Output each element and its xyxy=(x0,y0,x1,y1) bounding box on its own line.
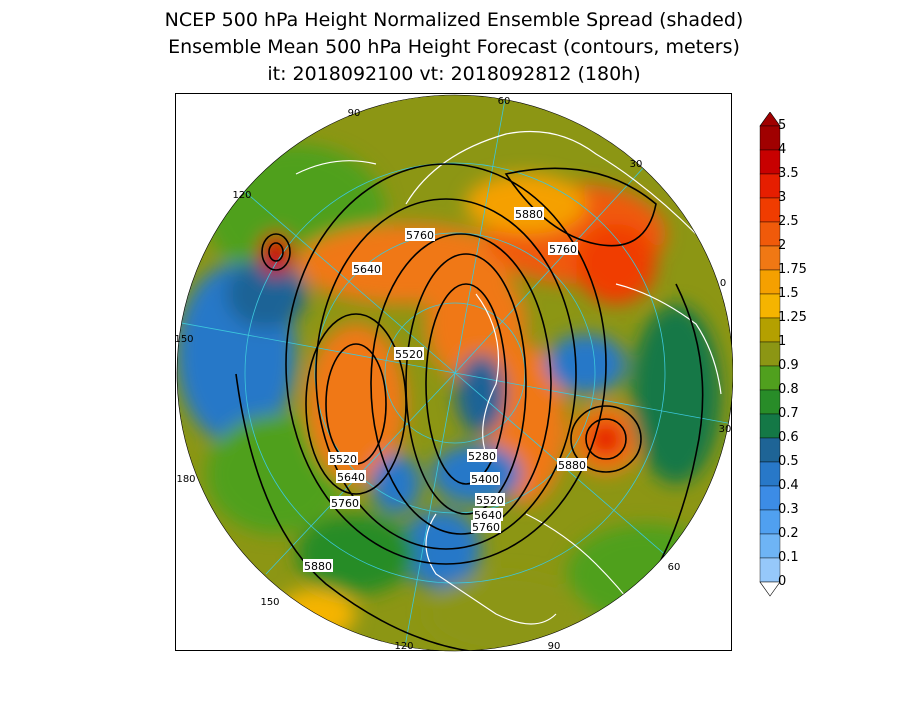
contour-labels: 5880576057605640552055205640576052805400… xyxy=(303,207,587,573)
map-frame: 5880 5760 5760 5640 5520 5520 5640 5760 5280 5400… xyxy=(175,93,733,652)
colorbar-swatch xyxy=(759,509,781,535)
longitude-label: 0 xyxy=(720,278,726,289)
contour-label-bg xyxy=(514,207,544,220)
colorbar-tick-label: 1.75 xyxy=(778,262,807,277)
longitude-label: 30 xyxy=(630,159,643,170)
colorbar-tick-label: 2.5 xyxy=(778,214,799,229)
contour-label-bg xyxy=(352,262,382,275)
colorbar-swatch xyxy=(759,173,781,199)
colorbar-swatch xyxy=(759,149,781,175)
colorbar-swatch xyxy=(759,245,781,271)
longitude-label: 90 xyxy=(348,108,361,119)
contour-label: 5280 xyxy=(468,450,496,463)
contour-label: 5400 xyxy=(471,473,499,486)
colorbar-swatch xyxy=(759,413,781,439)
longitude-label: 150 xyxy=(176,334,194,345)
longitude-label: 120 xyxy=(232,190,251,201)
colorbar-swatch xyxy=(759,533,781,559)
contour-label-bg xyxy=(330,496,360,509)
colorbar-tick-label: 5 xyxy=(778,118,787,133)
height-contours xyxy=(235,163,704,651)
contour-label-bg xyxy=(303,559,333,572)
colorbar-swatch xyxy=(759,557,781,583)
colorbar-tick-label: 4 xyxy=(778,142,787,157)
contour-label: 5640 xyxy=(474,509,502,522)
longitude-label: 150 xyxy=(260,597,279,608)
longitude-label: 120 xyxy=(394,641,413,652)
contour-label-bg xyxy=(470,472,500,485)
colorbar-swatch xyxy=(759,125,781,151)
contour-label: 5640 xyxy=(337,471,365,484)
colorbar xyxy=(759,112,781,597)
contour-label-bg xyxy=(548,242,578,255)
graticule xyxy=(177,95,733,651)
colorbar-tick-label: 1.5 xyxy=(778,286,799,301)
colorbar-bottom-arrow xyxy=(759,581,781,597)
colorbar-swatch xyxy=(759,341,781,367)
colorbar-tick-label: 1.25 xyxy=(778,310,807,325)
colorbar-tick-label: 1 xyxy=(778,334,787,349)
contour-label: 5640 xyxy=(353,263,381,276)
contour-label-bg xyxy=(475,493,505,506)
colorbar-tick-label: 0.7 xyxy=(778,406,799,421)
colorbar-swatch xyxy=(759,317,781,343)
title-line-3: it: 2018092100 vt: 2018092812 (180h) xyxy=(267,63,641,85)
contour-label: 5760 xyxy=(549,243,577,256)
longitude-label: 60 xyxy=(498,96,511,107)
colorbar-tick-label: 3.5 xyxy=(778,166,799,181)
contour-label-bg xyxy=(467,449,497,462)
contour-label: 5520 xyxy=(329,453,357,466)
contour-label-bg xyxy=(336,470,366,483)
colorbar-tick-label: 0.2 xyxy=(778,526,799,541)
title-line-1: NCEP 500 hPa Height Normalized Ensemble … xyxy=(164,9,744,31)
title-line-2: Ensemble Mean 500 hPa Height Forecast (c… xyxy=(168,36,740,58)
colorbar-swatch xyxy=(759,197,781,223)
longitude-label: 60 xyxy=(668,562,681,573)
colorbar-swatch xyxy=(759,293,781,319)
colorbar-tick-label: 3 xyxy=(778,190,787,205)
contour-label-bg xyxy=(394,347,424,360)
polar-map: 5880576057605640552055205640576052805400… xyxy=(176,94,733,652)
colorbar-tick-label: 2 xyxy=(778,238,787,253)
colorbar-tick-label: 0.8 xyxy=(778,382,799,397)
colorbar-tick-label: 0.1 xyxy=(778,550,799,565)
colorbar-tick-label: 0.3 xyxy=(778,502,799,517)
longitude-label: 90 xyxy=(548,641,561,652)
contour-label-bg xyxy=(557,458,587,471)
colorbar-tick-label: 0.4 xyxy=(778,478,799,493)
colorbar-swatch xyxy=(759,365,781,391)
contour-label-bg xyxy=(471,520,501,533)
contour-label: 5880 xyxy=(558,459,586,472)
contour-label: 5760 xyxy=(472,521,500,534)
contour-label: 5880 xyxy=(515,208,543,221)
colorbar-swatch xyxy=(759,461,781,487)
map-disc-edge xyxy=(176,94,733,652)
colorbar-swatch xyxy=(759,389,781,415)
colorbar-swatch xyxy=(759,269,781,295)
colorbar-tick-label: 0.6 xyxy=(778,430,799,445)
colorbar-tick-label: 0.9 xyxy=(778,358,799,373)
contour-label-bg xyxy=(473,508,503,521)
colorbar-swatch xyxy=(759,221,781,247)
contour-label: 5520 xyxy=(476,494,504,507)
contour-label: 5520 xyxy=(395,348,423,361)
colorbar-swatch xyxy=(759,485,781,511)
contour-label-bg xyxy=(328,452,358,465)
contour-label-bg xyxy=(405,228,435,241)
colorbar-tick-label: 0.5 xyxy=(778,454,799,469)
spread-field xyxy=(177,144,726,651)
longitude-label: 180 xyxy=(176,474,195,485)
contour-label: 5880 xyxy=(304,560,332,573)
contour-label: 5760 xyxy=(331,497,359,510)
colorbar-swatch xyxy=(759,437,781,463)
longitude-labels: 60 90 120 150 180 150 120 90 60 30 0 30 xyxy=(176,96,731,652)
contour-label: 5760 xyxy=(406,229,434,242)
colorbar-top-arrow xyxy=(759,112,781,127)
colorbar-tick-label: 0 xyxy=(778,574,787,589)
longitude-label: 30 xyxy=(719,424,732,435)
